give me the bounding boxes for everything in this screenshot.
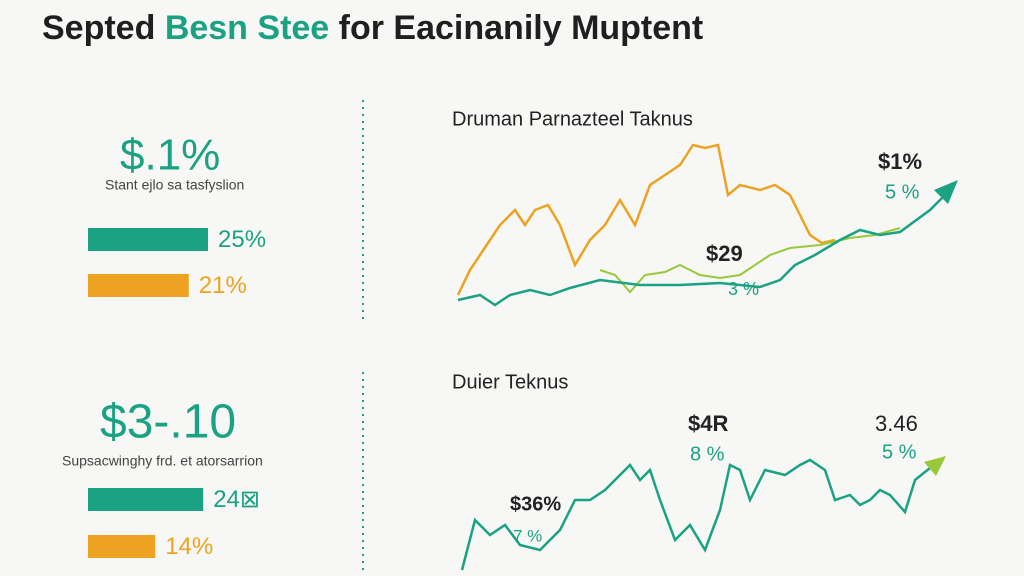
bar (88, 488, 204, 511)
annotation: $36% (510, 493, 561, 515)
title: Septed Besn Stee for Eacinanily Muptent (42, 9, 703, 47)
headline: $.1% (120, 131, 220, 180)
annotation: 5 % (885, 181, 920, 203)
bar-label: 25% (218, 226, 266, 253)
chart-title: Druman Parnazteel Taknus (452, 108, 693, 130)
headline: $3-.10 (100, 396, 236, 449)
title-part: for Eacinanily Muptent (329, 9, 703, 47)
annotation: 3 % (728, 279, 759, 299)
annotation: $4R (688, 411, 728, 436)
bar-label: 21% (199, 272, 247, 299)
bar (88, 274, 189, 297)
line (457, 194, 946, 307)
annotation: $1% (878, 149, 922, 174)
title-part: Besn Stee (165, 9, 329, 47)
annotation: 5 % (882, 441, 917, 463)
caption: Stant ejlo sa tasfyslion (105, 177, 244, 193)
bar (88, 228, 208, 251)
arrow-head (934, 180, 958, 204)
bar-label: 14% (165, 533, 213, 560)
annotation: $29 (706, 241, 743, 266)
title-part: Septed (42, 9, 165, 47)
annotation: 8 % (690, 443, 725, 465)
line (460, 458, 931, 571)
annotation: 3.46 (875, 411, 918, 436)
arrow-head (924, 456, 946, 476)
bar-label: 24⊠ (213, 486, 260, 513)
caption: Supsacwinghy frd. et atorsarrion (62, 453, 263, 469)
line (456, 143, 836, 296)
chart-title: Duier Teknus (452, 371, 568, 393)
annotation: 7 % (513, 526, 542, 545)
bar (88, 535, 156, 558)
